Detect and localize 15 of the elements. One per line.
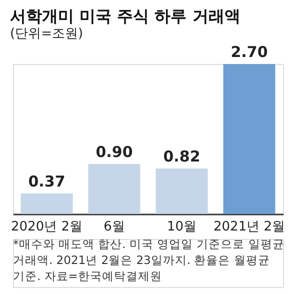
chart-subtitle: (단위=조원) [10, 26, 84, 42]
bar [20, 193, 73, 214]
x-tick-label: 2021년 2월 [214, 220, 285, 234]
text: *매수와 매도액 합산. 미국 영업일 기준으로 일평균 거래액. 2021년 2월은 23일까지. 환율은 월평균 기준. 자료=한국예탁결제원 [13, 237, 284, 283]
data-label: 2.70 [230, 43, 268, 61]
x-tick-label: 2020년 2월 [11, 220, 82, 234]
chart-title: 서학개미 미국 주식 하루 거래액 [10, 6, 240, 26]
bar [223, 64, 276, 214]
bar [156, 168, 208, 214]
x-tick-label: 6월 [104, 220, 125, 234]
x-tick-label: 10월 [166, 220, 197, 234]
bar [88, 164, 140, 214]
data-label: 0.82 [163, 147, 200, 166]
data-label: 0.90 [96, 143, 133, 161]
data-label: 0.37 [28, 172, 66, 190]
